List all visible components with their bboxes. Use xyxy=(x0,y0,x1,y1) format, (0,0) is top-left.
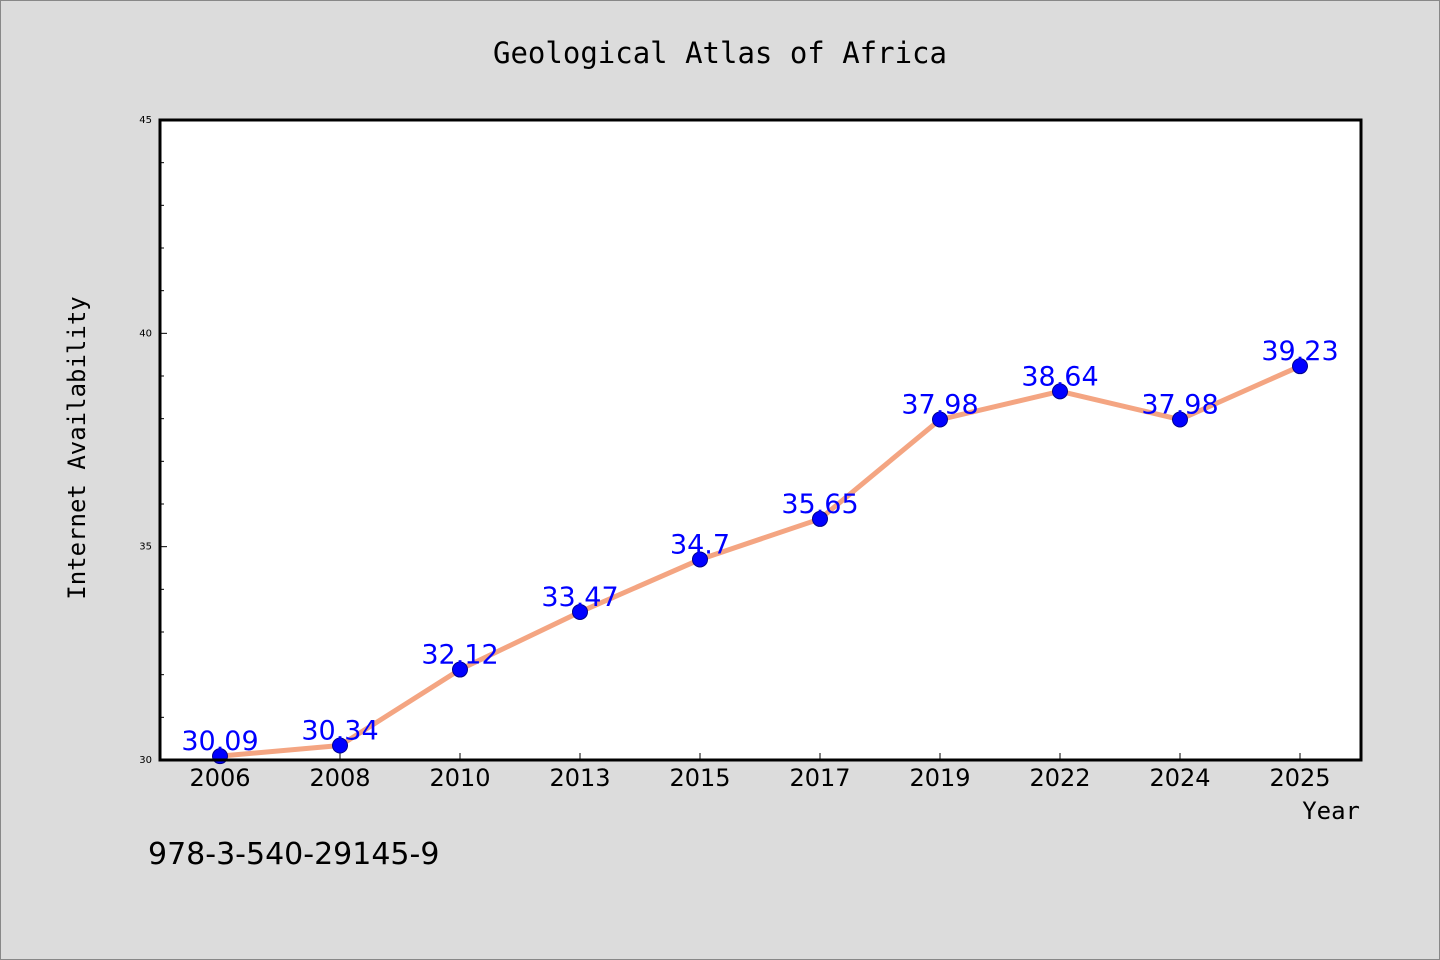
x-tick-label: 2008 xyxy=(309,764,370,792)
series-line xyxy=(217,363,1303,759)
data-label: 32.12 xyxy=(421,640,498,671)
data-point xyxy=(1052,383,1068,400)
x-tick-label: 2010 xyxy=(429,764,490,792)
x-axis-label: Year xyxy=(1302,797,1360,825)
x-tick-label: 2022 xyxy=(1029,764,1090,792)
data-labels: 30.09 30.34 32.12 33.47 34.7 35.65 37.98 38.64 3… xyxy=(181,336,1338,757)
data-label: 34.7 xyxy=(670,529,730,560)
x-tick-label: 2017 xyxy=(789,764,850,792)
isbn-annotation: 978-3-540-29145-9 xyxy=(148,837,439,872)
data-label: 38.64 xyxy=(1021,361,1098,392)
plot-frame xyxy=(158,118,1363,762)
y-axis-label: Internet Availability xyxy=(63,296,91,599)
data-point xyxy=(692,551,708,568)
data-point xyxy=(932,411,948,428)
data-label: 30.34 xyxy=(301,715,378,746)
plot-area xyxy=(160,120,1361,760)
data-label: 33.47 xyxy=(541,582,618,613)
y-tick-label: 40 xyxy=(139,328,152,339)
x-tick-label: 2024 xyxy=(1149,764,1210,792)
x-tick-label: 2006 xyxy=(189,764,250,792)
x-tick-label: 2025 xyxy=(1269,764,1330,792)
data-label: 35.65 xyxy=(781,489,858,520)
data-label: 30.09 xyxy=(181,726,258,757)
data-point xyxy=(1292,358,1308,375)
x-tick-label: 2013 xyxy=(549,764,610,792)
data-label: 37.98 xyxy=(1141,390,1218,421)
y-tick-label: 35 xyxy=(139,542,152,553)
x-tick-label: 2019 xyxy=(909,764,970,792)
y-tick-label: 45 xyxy=(139,115,152,126)
data-point xyxy=(1172,411,1188,428)
data-point xyxy=(812,510,828,527)
data-label: 37.98 xyxy=(901,390,978,421)
x-axis: 2006 2008 2010 2013 2015 2017 2019 2022 2024 2025 xyxy=(189,753,1331,792)
data-point xyxy=(572,603,588,620)
data-point xyxy=(452,661,468,678)
data-point xyxy=(332,737,348,754)
y-tick-label: 30 xyxy=(139,755,152,766)
chart-title: Geological Atlas of Africa xyxy=(493,36,947,70)
data-label: 39.23 xyxy=(1261,336,1338,367)
x-tick-label: 2015 xyxy=(669,764,730,792)
